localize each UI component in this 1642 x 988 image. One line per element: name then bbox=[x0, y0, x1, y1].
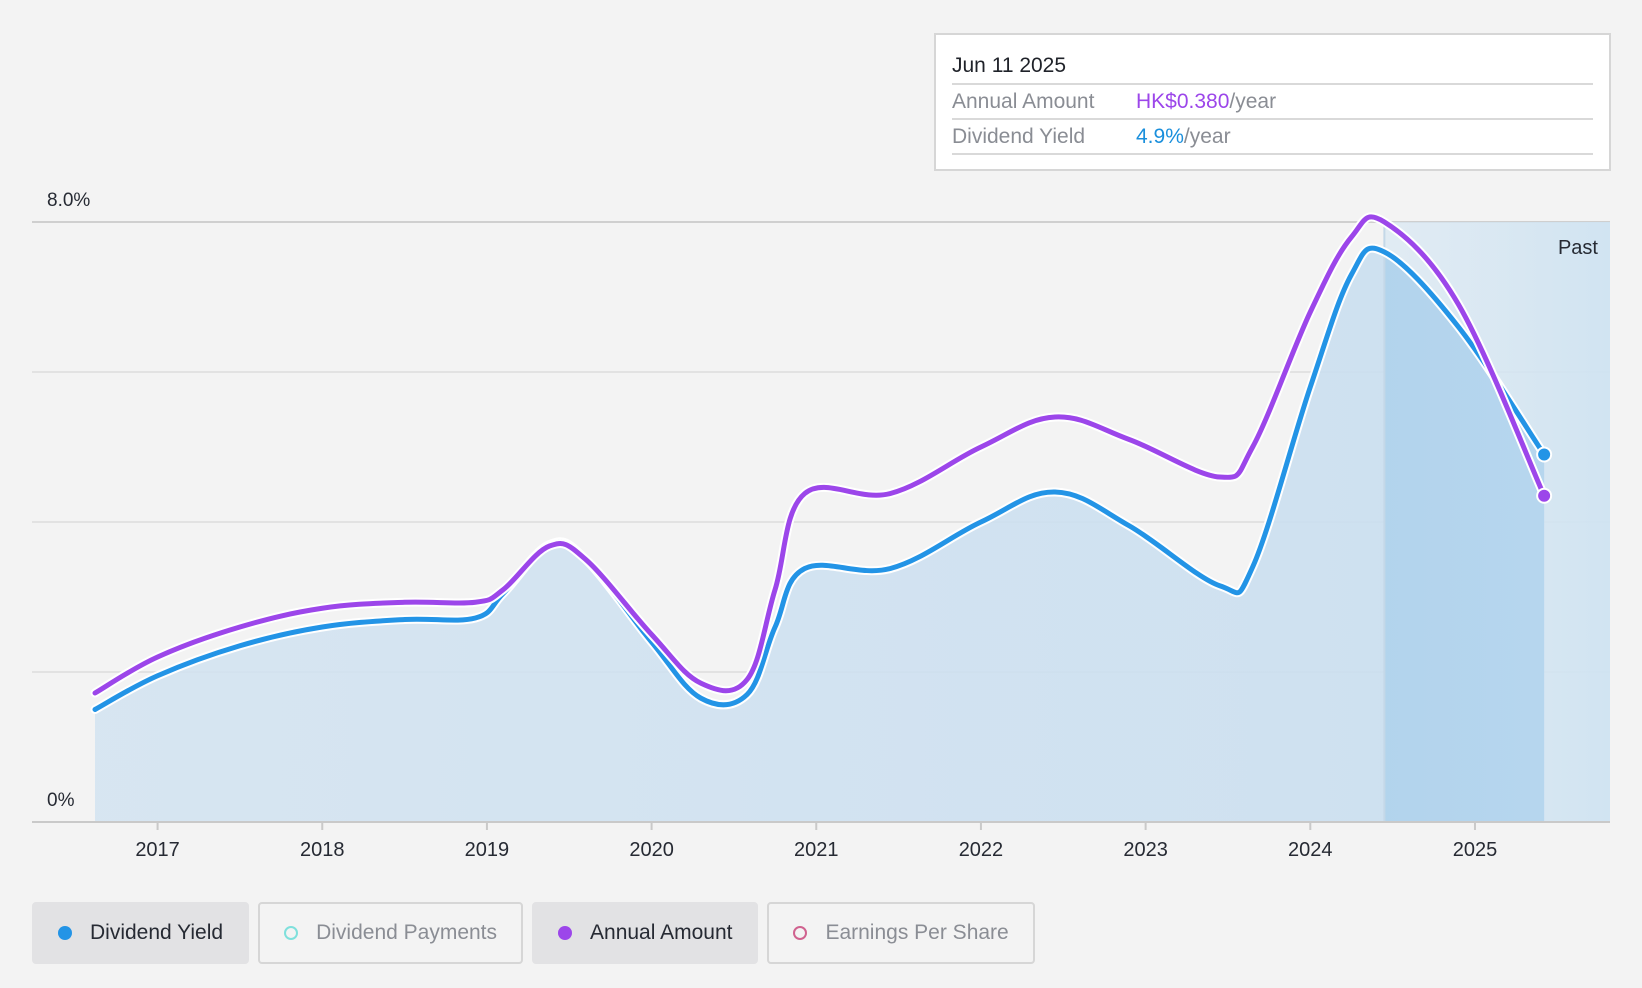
earnings-per-share-ring-icon bbox=[793, 926, 808, 940]
tooltip-dividend-yield-value: 4.9% bbox=[1136, 125, 1184, 148]
tooltip-row-dividend-yield: Dividend Yield 4.9% /year bbox=[952, 120, 1593, 155]
legend-dividend-yield-label: Dividend Yield bbox=[90, 921, 224, 944]
x-tick-label: 2018 bbox=[300, 839, 345, 861]
tooltip-annual-amount-label: Annual Amount bbox=[952, 90, 1095, 113]
legend-earnings-per-share-label: Earnings Per Share bbox=[825, 921, 1009, 944]
tooltip-row-annual-amount: Annual Amount HK$0.380 /year bbox=[952, 85, 1593, 120]
x-tick-label: 2020 bbox=[629, 839, 674, 861]
legend-dividend-yield-button[interactable]: Dividend Yield bbox=[32, 902, 250, 964]
x-axis bbox=[32, 821, 1610, 830]
annual-amount-line bbox=[92, 214, 1547, 696]
legend-earnings-per-share-button[interactable]: Earnings Per Share bbox=[767, 902, 1035, 964]
dividend-yield-end-point bbox=[1536, 446, 1553, 463]
x-tick-label: 2024 bbox=[1288, 839, 1333, 861]
y-tick-label-min: 0% bbox=[47, 790, 75, 811]
legend-annual-amount-button[interactable]: Annual Amount bbox=[532, 902, 759, 964]
tooltip-annual-amount-value: HK$0.380 bbox=[1136, 90, 1230, 113]
dividend-payments-ring-icon bbox=[284, 926, 299, 940]
annual-amount-dot-icon bbox=[558, 926, 573, 940]
tooltip-dividend-yield-label: Dividend Yield bbox=[952, 125, 1086, 148]
axis-labels: 2017 2018 2019 2020 2021 2022 2023 2024 2025 8.0%… bbox=[47, 190, 1497, 861]
chart-tooltip: Jun 11 2025 Annual Amount HK$0.380 /year… bbox=[934, 33, 1611, 171]
x-tick-label: 2025 bbox=[1453, 839, 1498, 861]
dividend-yield-dot-icon bbox=[58, 926, 72, 940]
y-tick-label-max: 8.0% bbox=[47, 190, 90, 211]
series-lines bbox=[90, 212, 1553, 714]
legend-dividend-payments-label: Dividend Payments bbox=[316, 921, 498, 944]
annual-amount-end-point bbox=[1536, 487, 1553, 504]
x-tick-label: 2017 bbox=[135, 839, 180, 861]
past-label: Past bbox=[1558, 237, 1598, 259]
x-tick-label: 2021 bbox=[794, 839, 839, 861]
x-tick-label: 2022 bbox=[959, 839, 1004, 861]
chart-legend: Dividend Yield Dividend Payments Annual … bbox=[32, 902, 1035, 964]
tooltip-annual-amount-unit: /year bbox=[1229, 90, 1277, 113]
tooltip-date: Jun 11 2025 bbox=[952, 49, 1593, 85]
dividend-yield-line bbox=[92, 245, 1547, 712]
legend-annual-amount-label: Annual Amount bbox=[590, 921, 733, 944]
tooltip-dividend-yield-unit: /year bbox=[1183, 125, 1231, 148]
x-tick-label: 2023 bbox=[1123, 839, 1168, 861]
legend-dividend-payments-button[interactable]: Dividend Payments bbox=[258, 902, 524, 964]
dividend-yield-area bbox=[95, 248, 1545, 822]
x-tick-label: 2019 bbox=[465, 839, 510, 861]
